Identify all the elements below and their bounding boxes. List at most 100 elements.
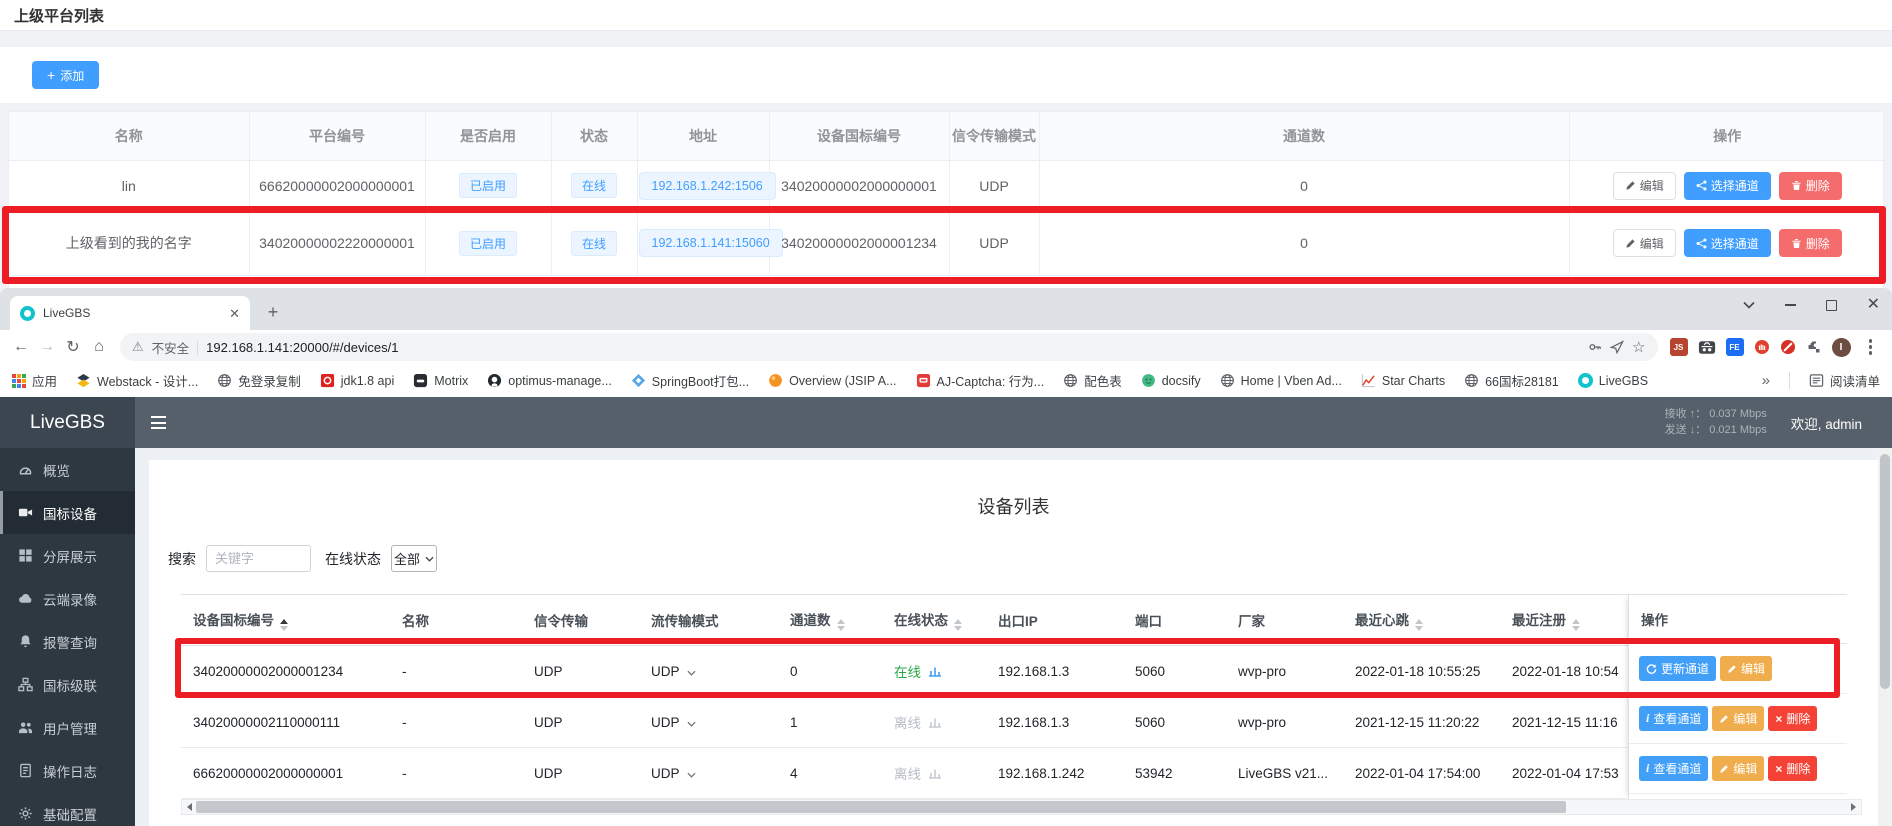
livegbs-favicon: [20, 305, 35, 321]
edit-button[interactable]: 编辑: [1612, 171, 1676, 200]
add-button[interactable]: + 添加: [32, 61, 100, 89]
reading-list-button[interactable]: 阅读清单: [1809, 371, 1880, 390]
bookmark-color-table[interactable]: 配色表: [1063, 371, 1122, 390]
select-channel-button[interactable]: 选择通道: [1683, 171, 1771, 200]
address-bar[interactable]: ⚠ 不安全 192.168.1.141:20000/#/devices/1 ☆: [120, 333, 1658, 361]
js-extension-icon[interactable]: JS: [1669, 338, 1688, 356]
cell-port: 53942: [1123, 747, 1226, 799]
bookmark-gb28181[interactable]: 66国标28181: [1464, 371, 1559, 390]
view-channels-button[interactable]: i 查看通道: [1639, 756, 1709, 781]
col-online[interactable]: 在线状态: [882, 594, 986, 646]
sidebar-item-basic-config[interactable]: 基础配置: [0, 792, 135, 826]
online-status-select[interactable]: 全部: [391, 545, 437, 572]
adblock-extension-icon[interactable]: [1754, 339, 1770, 355]
tab-search-chevron-icon[interactable]: [1743, 301, 1755, 309]
browser-tab[interactable]: LiveGBS ✕: [10, 296, 250, 330]
traffic-chart-icon[interactable]: [928, 665, 942, 677]
stream-mode-dropdown-icon[interactable]: [686, 772, 696, 778]
delete-button[interactable]: 删除: [1778, 229, 1842, 257]
recv-rate: 接收 ↑： 0.037 Mbps: [1664, 407, 1767, 420]
view-channels-button[interactable]: i 查看通道: [1639, 706, 1709, 731]
send-icon[interactable]: [1610, 340, 1625, 354]
x-icon: ×: [1775, 761, 1783, 776]
bookmark-webstack[interactable]: Webstack - 设计...: [76, 371, 198, 390]
password-key-icon[interactable]: [1588, 340, 1602, 354]
edit-button[interactable]: 编辑: [1712, 706, 1765, 731]
bookmark-nologin-copy[interactable]: 免登录复制: [217, 371, 301, 390]
blocker-extension-icon[interactable]: [1780, 339, 1796, 355]
app-logo[interactable]: LiveGBS: [0, 397, 135, 448]
home-icon[interactable]: ⌂: [94, 338, 104, 355]
stream-mode-dropdown-icon[interactable]: [686, 721, 696, 727]
horizontal-scrollbar[interactable]: [181, 799, 1862, 815]
bookmark-apps[interactable]: 应用: [12, 371, 57, 390]
bookmark-aj-captcha[interactable]: AJ-Captcha: 行为...: [916, 371, 1044, 390]
back-icon[interactable]: ←: [13, 338, 29, 355]
scrollbar-thumb[interactable]: [196, 801, 1566, 813]
bookmark-jdk-api[interactable]: jdk1.8 api: [320, 373, 394, 388]
sidebar-item-overview[interactable]: 概览: [0, 448, 135, 491]
delete-button[interactable]: 删除: [1778, 171, 1842, 200]
bookmark-docsify[interactable]: docsify: [1141, 373, 1201, 388]
bookmark-optimus[interactable]: optimus-manage...: [487, 373, 612, 388]
bookmark-vben-home[interactable]: Home | Vben Ad...: [1220, 373, 1342, 388]
stream-mode-dropdown-icon[interactable]: [686, 670, 696, 676]
new-tab-button[interactable]: +: [267, 302, 279, 322]
bookmark-overview-jsip[interactable]: Overview (JSIP A...: [768, 373, 897, 388]
page-scrollbar[interactable]: [1878, 448, 1892, 826]
info-icon: i: [1646, 711, 1650, 725]
scrollbar-thumb[interactable]: [1880, 454, 1890, 689]
sidebar-toggle-icon[interactable]: [135, 416, 182, 429]
scroll-right-icon[interactable]: [1846, 800, 1861, 814]
bell-icon: [20, 635, 31, 648]
share-icon: [1696, 180, 1707, 191]
col-channels[interactable]: 通道数: [778, 594, 882, 646]
sidebar-item-gb-devices[interactable]: 国标设备: [0, 491, 135, 534]
bookmark-star-icon[interactable]: ☆: [1632, 338, 1646, 356]
reload-icon[interactable]: ↻: [66, 339, 80, 356]
cell-vendor: LiveGBS v21...: [1226, 747, 1343, 799]
col-device-id[interactable]: 设备国标编号: [181, 594, 390, 646]
bookmark-springboot[interactable]: SpringBoot打包...: [631, 371, 749, 390]
bookmark-star-charts[interactable]: Star Charts: [1361, 373, 1445, 388]
tab-close-icon[interactable]: ✕: [229, 305, 240, 321]
bookmarks-overflow-chevrons[interactable]: »: [1761, 372, 1770, 389]
bookmark-motrix[interactable]: Motrix: [413, 373, 468, 388]
address-chip[interactable]: 192.168.1.141:15060: [638, 229, 783, 257]
search-input[interactable]: [206, 545, 311, 572]
sidebar-item-alarm-query[interactable]: 报警查询: [0, 620, 135, 663]
bookmark-livegbs[interactable]: LiveGBS: [1577, 373, 1648, 388]
update-channels-button[interactable]: 更新通道: [1639, 656, 1717, 681]
cell-vendor: wvp-pro: [1226, 645, 1343, 697]
profile-avatar[interactable]: I: [1831, 337, 1851, 357]
sidebar-item-gb-cascade[interactable]: 国标级联: [0, 663, 135, 706]
welcome-user[interactable]: 欢迎, admin: [1790, 416, 1862, 432]
col-heartbeat[interactable]: 最近心跳: [1343, 594, 1500, 646]
sidebar-item-user-management[interactable]: 用户管理: [0, 706, 135, 749]
address-chip[interactable]: 192.168.1.242:1506: [638, 171, 776, 200]
delete-button[interactable]: × 删除: [1768, 756, 1818, 781]
sidebar-item-split-screen[interactable]: 分屏展示: [0, 534, 135, 577]
edit-button[interactable]: 编辑: [1720, 656, 1773, 681]
sidebar-item-operation-log[interactable]: 操作日志: [0, 749, 135, 792]
edit-button[interactable]: 编辑: [1712, 756, 1765, 781]
sort-icon: [954, 619, 962, 631]
edit-button[interactable]: 编辑: [1612, 229, 1676, 257]
incognito-extension-icon[interactable]: [1698, 340, 1716, 355]
col-registered[interactable]: 最近注册: [1500, 594, 1628, 646]
maximize-button[interactable]: [1825, 299, 1837, 311]
springboot-icon: [631, 373, 645, 388]
minimize-button[interactable]: [1784, 304, 1796, 306]
toolbar-panel: + 添加: [0, 47, 1892, 103]
delete-button[interactable]: × 删除: [1768, 706, 1818, 731]
browser-menu-icon[interactable]: [1861, 339, 1881, 355]
sidebar-item-cloud-recording[interactable]: 云端录像: [0, 577, 135, 620]
fe-extension-icon[interactable]: FE: [1725, 338, 1744, 356]
cell-platform-id: 34020000002220000001: [249, 210, 426, 276]
window-close-button[interactable]: ✕: [1866, 296, 1880, 313]
extensions-puzzle-icon[interactable]: [1806, 339, 1822, 355]
select-channel-button[interactable]: 选择通道: [1683, 229, 1771, 257]
scroll-left-icon[interactable]: [182, 800, 197, 814]
forward-icon[interactable]: →: [39, 338, 55, 355]
url-text[interactable]: 192.168.1.141:20000/#/devices/1: [206, 339, 399, 355]
